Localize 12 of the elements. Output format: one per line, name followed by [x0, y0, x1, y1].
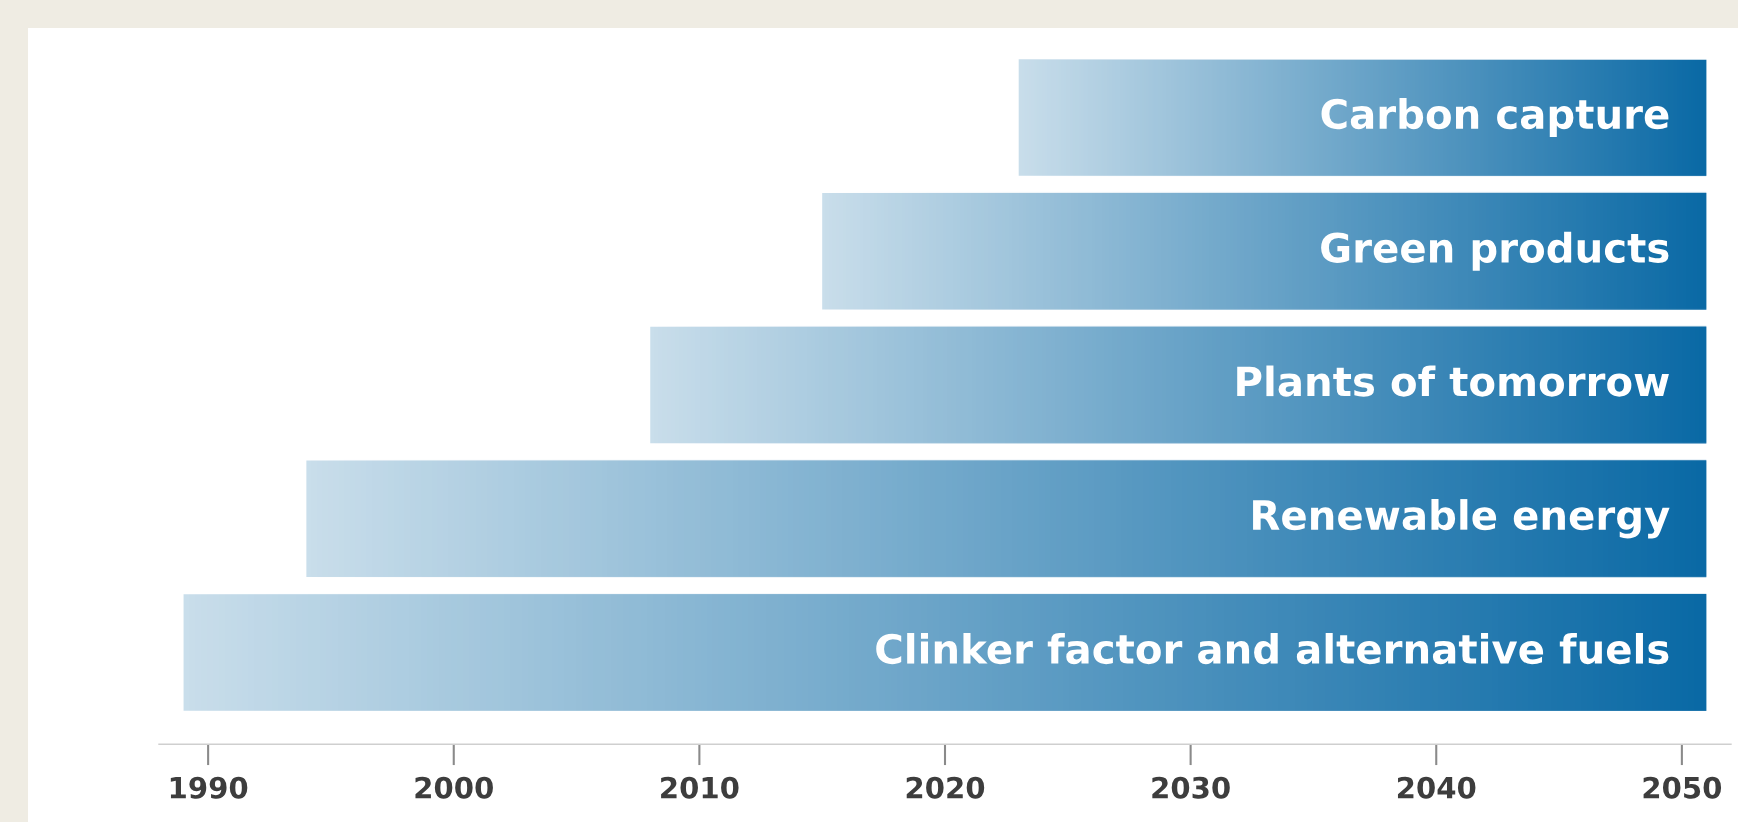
x-tick-label: 2020	[906, 776, 985, 799]
x-tick-label: 2040	[1397, 776, 1476, 799]
y-tick-label: Carbon capture	[1321, 98, 1669, 138]
y-tick-label: Clinker factor and alternative fuels	[876, 632, 1669, 665]
x-tick-label: 2050	[1643, 776, 1722, 799]
y-tick-label: Renewable energy	[1253, 499, 1670, 539]
x-tick-label: 2030	[1152, 776, 1230, 799]
x-tick-label: 1990	[170, 776, 248, 799]
x-tick-label: 2010	[661, 776, 739, 799]
y-tick-label: Green products	[1321, 231, 1669, 271]
x-tick-label: 2000	[415, 776, 493, 799]
y-tick-label: Plants of tomorrow	[1237, 365, 1669, 397]
